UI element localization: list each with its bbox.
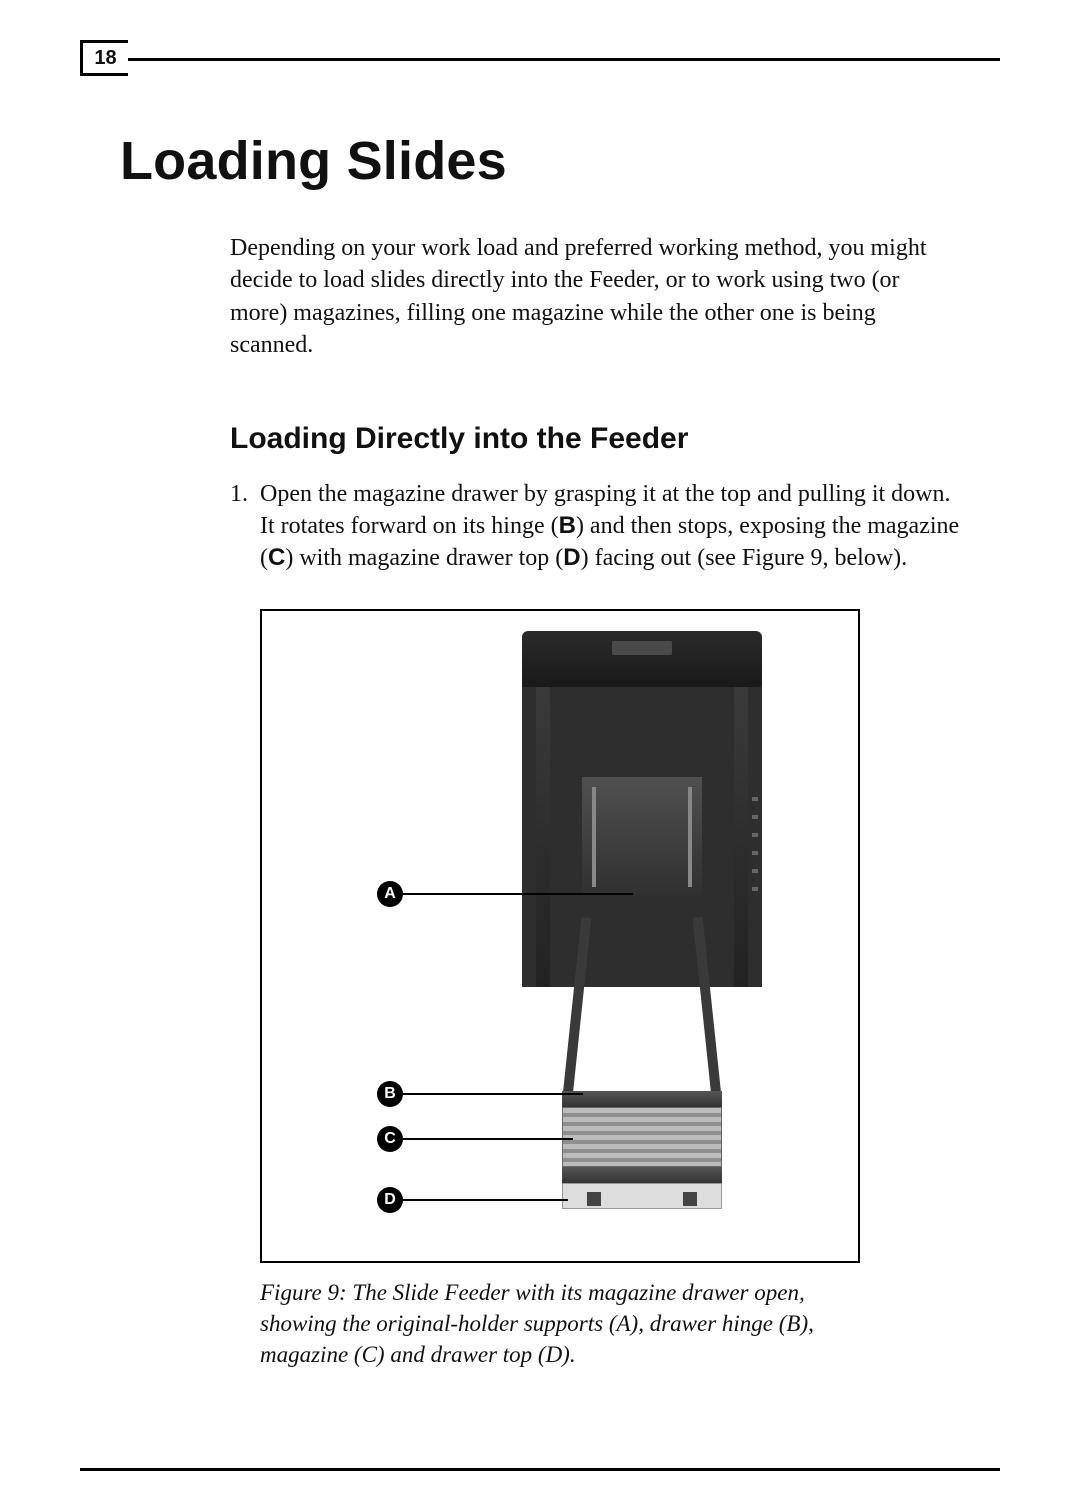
page-number: 18 — [80, 40, 128, 76]
step-1-frag-c: ) with magazine drawer top ( — [285, 545, 563, 571]
magazine-drawer — [562, 1091, 722, 1209]
intro-paragraph: Depending on your work load and preferre… — [230, 232, 960, 362]
step-1-text: Open the magazine drawer by grasping it … — [260, 478, 960, 575]
content-area: Loading Slides Depending on your work lo… — [120, 130, 990, 1370]
magazine — [562, 1107, 722, 1167]
page-title: Loading Slides — [120, 130, 990, 192]
drawer-mid-bar — [562, 1167, 722, 1183]
callout-D-line — [403, 1199, 568, 1201]
drawer-hinge — [562, 1091, 722, 1107]
callout-C-line — [403, 1138, 573, 1140]
callout-D: D — [377, 1187, 568, 1213]
callout-A-line — [403, 893, 633, 895]
label-C: C — [268, 544, 285, 571]
callout-B-line — [403, 1093, 583, 1095]
figure-9-frame: A B C D — [260, 609, 860, 1263]
top-rule — [128, 58, 1000, 61]
feeder-indicators — [752, 797, 758, 897]
callout-A: A — [377, 881, 633, 907]
callout-D-dot: D — [377, 1187, 403, 1213]
callout-C-dot: C — [377, 1126, 403, 1152]
feeder-body — [522, 687, 762, 987]
step-1-frag-d: ) facing out (see Figure 9, below). — [581, 545, 908, 571]
callout-C: C — [377, 1126, 573, 1152]
figure-9-caption: Figure 9: The Slide Feeder with its maga… — [260, 1277, 880, 1370]
step-1-number: 1. — [230, 478, 260, 575]
bottom-rule — [80, 1468, 1000, 1471]
drawer-top — [562, 1183, 722, 1209]
label-B: B — [559, 512, 576, 539]
callout-B: B — [377, 1081, 583, 1107]
body-column: Depending on your work load and preferre… — [230, 232, 960, 1370]
feeder-top — [522, 631, 762, 687]
holder-supports — [582, 777, 702, 897]
feeder-logo — [612, 641, 672, 655]
label-D: D — [563, 544, 580, 571]
step-1: 1. Open the magazine drawer by grasping … — [230, 478, 960, 575]
callout-B-dot: B — [377, 1081, 403, 1107]
figure-9-diagram: A B C D — [262, 611, 858, 1261]
callout-A-dot: A — [377, 881, 403, 907]
feeder-device — [522, 631, 762, 987]
section-heading: Loading Directly into the Feeder — [230, 422, 960, 456]
